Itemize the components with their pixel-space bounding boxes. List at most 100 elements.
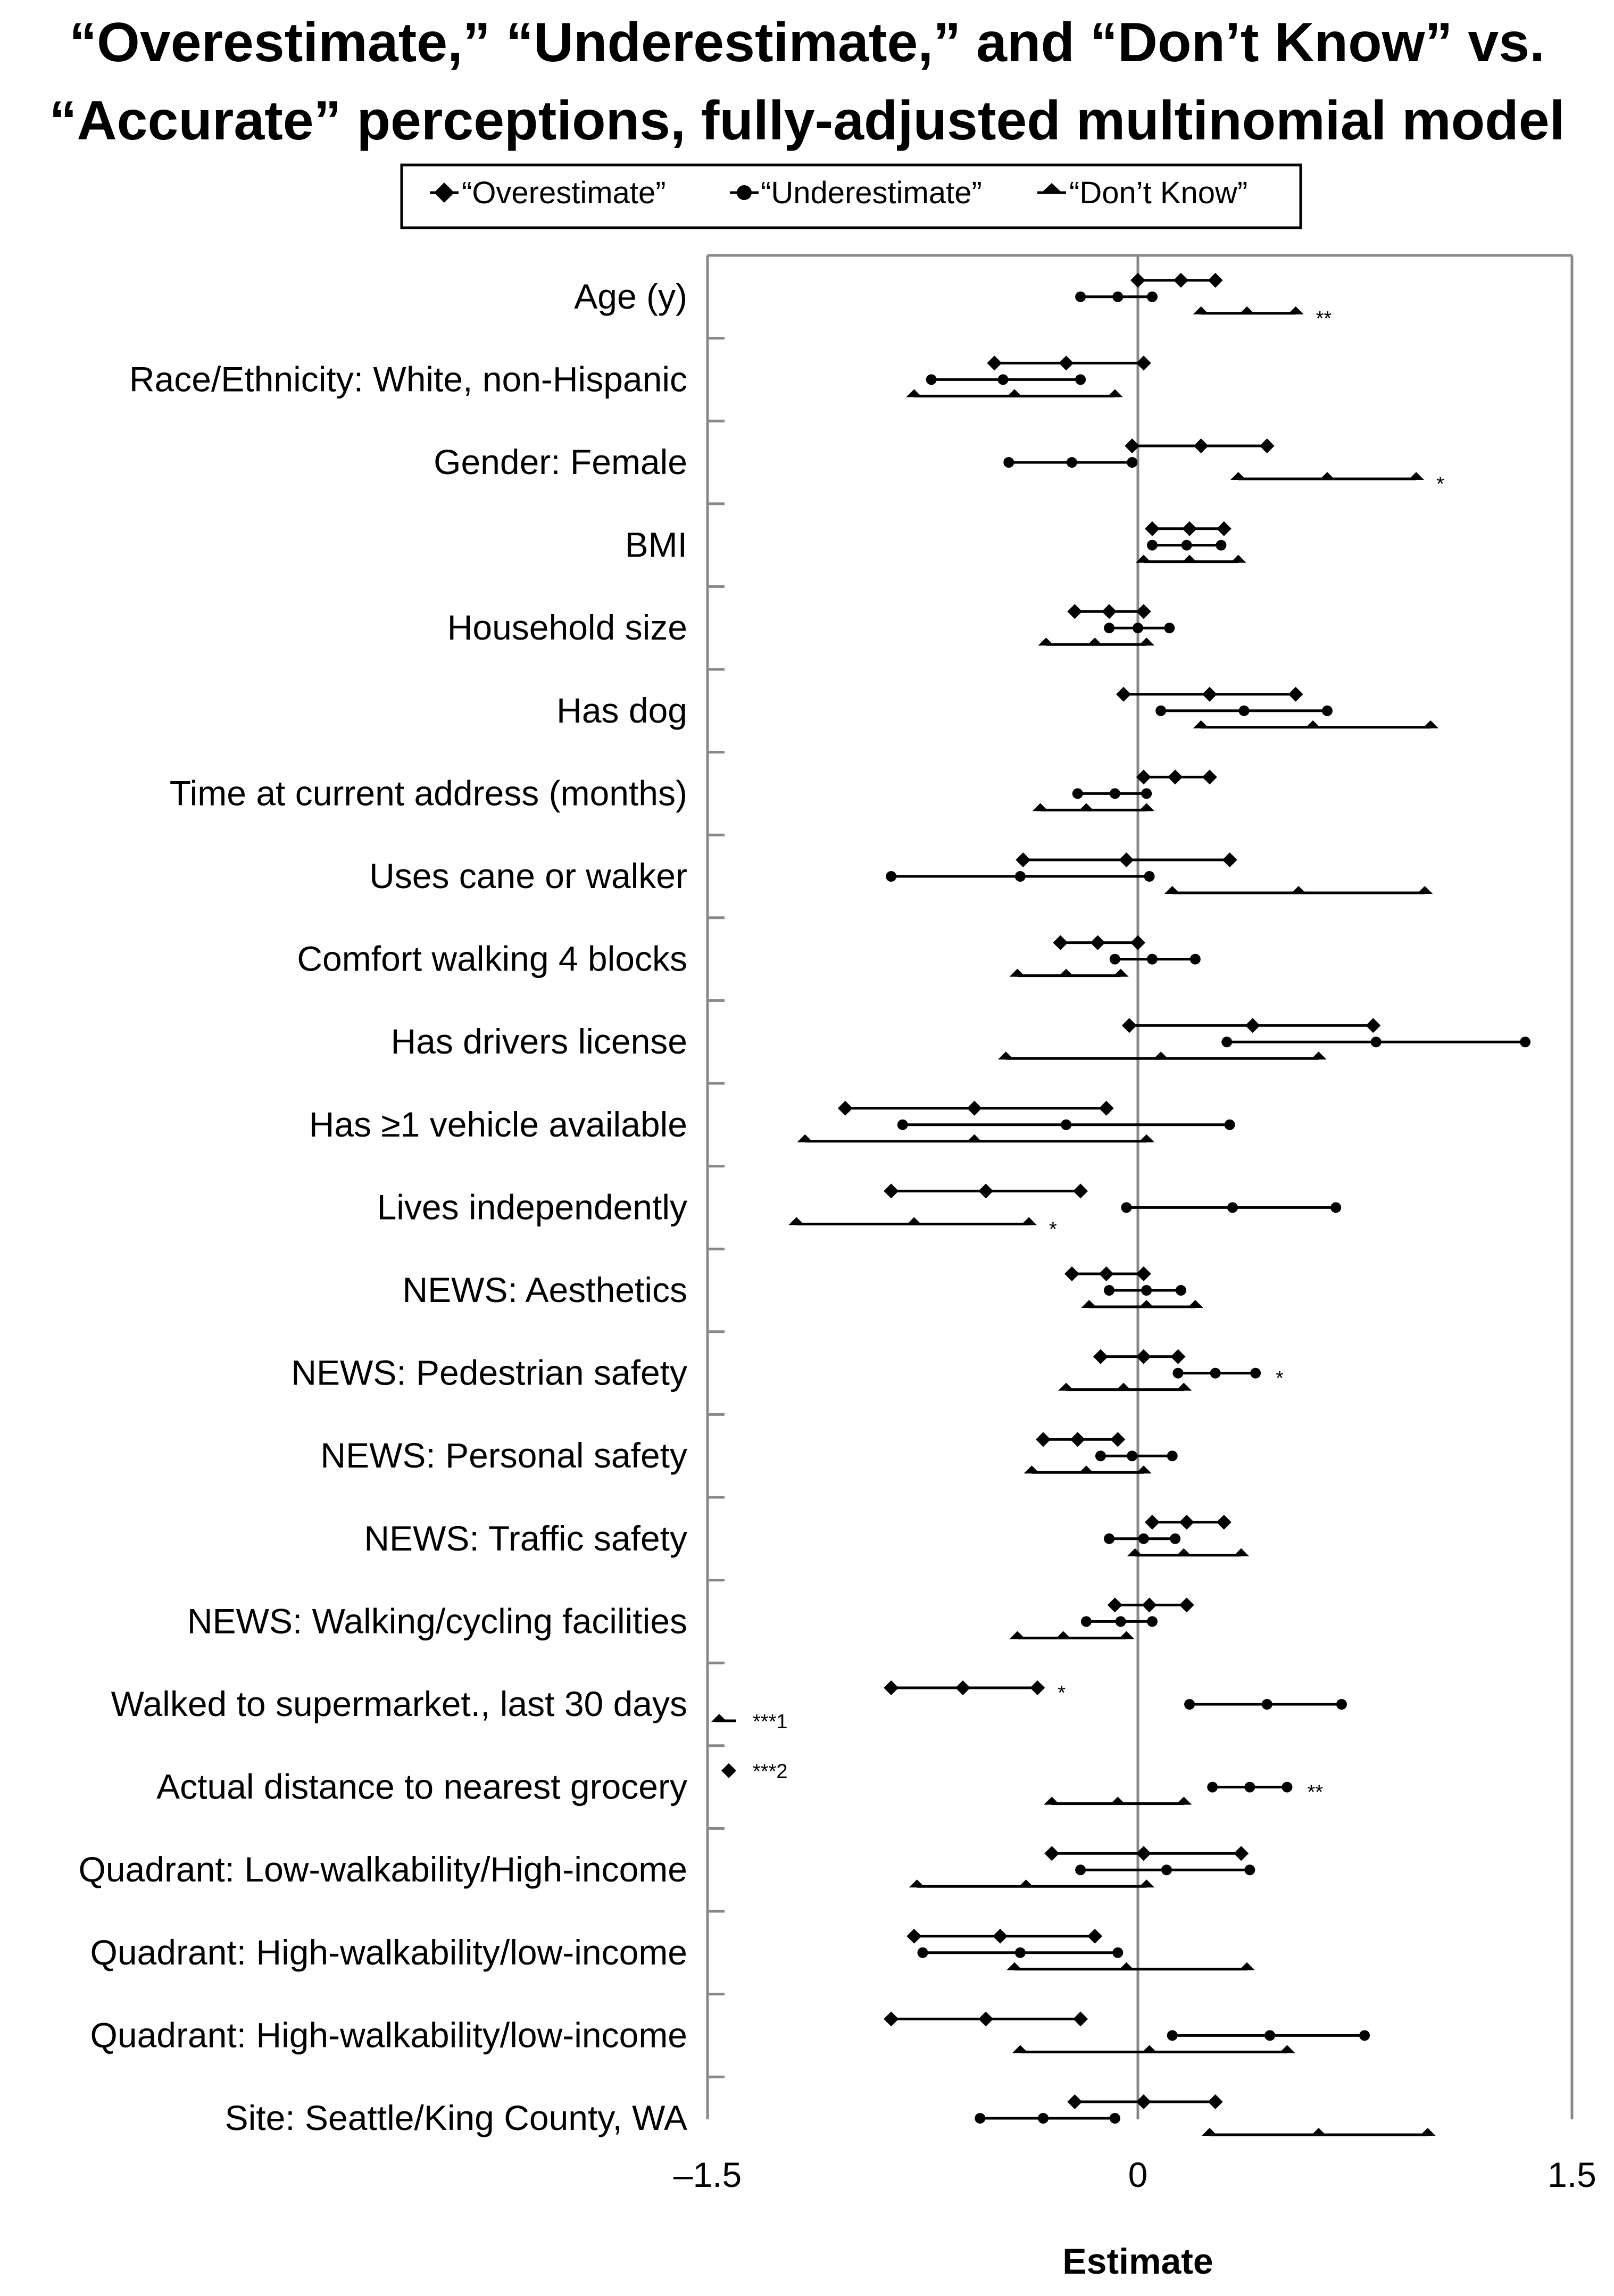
estimate-row <box>1064 1266 1203 1308</box>
dk-ci-lower-marker <box>906 389 922 397</box>
over-ci-upper-marker <box>1208 272 1223 288</box>
over-ci-lower-marker <box>1036 1432 1051 1447</box>
under-ci-upper-marker <box>1141 788 1152 799</box>
under-ci-lower-marker <box>1072 788 1083 799</box>
row-label: Has ≥1 vehicle available <box>309 1105 687 1144</box>
under-point-estimate-marker <box>1115 1616 1126 1627</box>
row-label: NEWS: Personal safety <box>320 1436 687 1475</box>
over-point-estimate-marker <box>1136 1846 1151 1861</box>
dk-point-estimate-marker <box>1138 1300 1155 1308</box>
dk-ci-upper-marker <box>1419 2128 1436 2136</box>
dk-ci-lower-marker <box>1009 1631 1026 1639</box>
over-point-estimate-marker <box>1102 604 1117 619</box>
over-ci-upper-marker <box>1110 1432 1126 1447</box>
dk-ci-upper-marker <box>1230 554 1246 563</box>
legend-entry-dont-know: “Don’t Know” <box>1037 176 1247 210</box>
over-ci-lower-marker <box>1107 1597 1122 1613</box>
under-ci-upper-marker <box>1189 954 1201 965</box>
row-label: Race/Ethnicity: White, non-Hispanic <box>129 359 687 399</box>
dk-ci-upper-marker <box>1408 472 1425 480</box>
estimate-row <box>1038 604 1175 646</box>
dk-ci-lower-marker <box>1230 472 1246 480</box>
dk-ci-lower-marker <box>1193 720 1209 728</box>
under-ci-lower-marker <box>1155 705 1167 716</box>
dk-ci-upper-marker <box>1138 803 1155 811</box>
under-point-estimate-marker <box>1066 457 1077 468</box>
estimate-row <box>906 355 1151 397</box>
over-point-estimate-marker <box>1142 1597 1157 1613</box>
dk-point-estimate-marker <box>1304 720 1321 728</box>
row-label: NEWS: Walking/cycling facilities <box>187 1601 687 1640</box>
dk-ci-lower-marker <box>909 1879 925 1888</box>
over-point-estimate-marker <box>955 1680 971 1695</box>
plot-frame <box>706 254 1574 2119</box>
estimate-row: ** <box>1075 272 1332 330</box>
dk-ci-upper-marker <box>1106 389 1123 397</box>
row-label: Quadrant: High-walkability/low-income <box>90 2015 687 2054</box>
estimate-row <box>884 2011 1370 2053</box>
under-ci-upper-marker <box>1520 1037 1531 1048</box>
dk-ci-lower-marker <box>1006 1962 1023 1970</box>
omitted-estimate-footnote-label: ***1 <box>753 1711 788 1733</box>
significance-label: * <box>1058 1682 1066 1704</box>
dk-ci-lower-marker <box>1044 1796 1060 1805</box>
under-ci-lower-marker <box>1109 954 1120 965</box>
legend-box <box>400 163 1302 229</box>
dk-point-estimate-marker <box>1238 306 1255 314</box>
legend-diamond-marker-icon <box>434 183 454 203</box>
under-ci-upper-marker <box>1175 1285 1186 1296</box>
legend-label-underestimate: “Underestimate” <box>761 176 982 210</box>
estimate-row <box>906 1928 1255 1971</box>
under-point-estimate-marker <box>1238 705 1250 716</box>
under-ci-lower-marker <box>886 871 897 882</box>
estimate-row <box>1116 686 1439 729</box>
over-point-estimate-marker <box>978 2011 994 2027</box>
dk-point-estimate-marker <box>1055 1631 1071 1639</box>
under-ci-upper-marker <box>1075 374 1086 385</box>
under-point-estimate-marker <box>1181 540 1192 551</box>
row-label: Household size <box>447 608 687 647</box>
data-marks: *********1*****2 <box>711 272 1531 2136</box>
over-point-estimate-marker <box>1099 1266 1114 1281</box>
row-label: Actual distance to nearest grocery <box>156 1767 687 1806</box>
under-ci-upper-marker <box>1359 2030 1370 2041</box>
over-point-estimate-marker <box>1119 852 1134 867</box>
over-ci-upper-marker <box>1099 1100 1114 1116</box>
row-label: Has dog <box>556 691 687 730</box>
dk-ci-lower-marker <box>1127 1548 1143 1556</box>
under-ci-lower-marker <box>1095 1450 1106 1462</box>
dk-ci-upper-marker <box>1118 1631 1135 1639</box>
dk-ci-upper-marker <box>1417 886 1433 894</box>
under-ci-upper-marker <box>1250 1367 1261 1379</box>
over-ci-upper-marker <box>1202 769 1217 785</box>
under-ci-upper-marker <box>1170 1533 1181 1544</box>
over-point-estimate-marker <box>1168 769 1183 785</box>
dk-ci-upper-marker <box>1279 2045 1295 2053</box>
x-tick-label-min: –1.5 <box>673 2155 742 2194</box>
over-ci-lower-marker <box>1016 852 1031 867</box>
under-point-estimate-marker <box>1133 623 1143 634</box>
omitted-estimate-footnote-label: ***2 <box>753 1761 788 1783</box>
over-ci-upper-marker <box>1179 1597 1194 1613</box>
row-label: Age (y) <box>574 277 687 316</box>
over-point-estimate-marker <box>978 1183 994 1199</box>
dk-ci-lower-marker <box>1164 886 1180 894</box>
dk-ci-lower-marker <box>997 1051 1014 1060</box>
under-ci-lower-marker <box>1075 1864 1086 1876</box>
under-ci-upper-marker <box>1167 1450 1178 1462</box>
row-separators <box>708 337 725 2078</box>
dk-point-estimate-marker <box>1087 637 1103 646</box>
significance-label: * <box>1049 1218 1057 1240</box>
over-ci-upper-marker <box>1136 355 1151 371</box>
under-ci-lower-marker <box>917 1947 928 1958</box>
significance-label: * <box>1276 1367 1284 1390</box>
dk-ci-lower-marker <box>1081 1300 1097 1308</box>
over-ci-lower-marker <box>1067 2094 1083 2109</box>
over-point-estimate-marker <box>1136 2094 1151 2109</box>
estimate-row <box>975 2094 1436 2136</box>
under-point-estimate-marker <box>1370 1037 1382 1048</box>
under-ci-upper-marker <box>1216 540 1227 551</box>
row-label: Has drivers license <box>390 1022 687 1061</box>
over-ci-lower-marker <box>1130 272 1145 288</box>
